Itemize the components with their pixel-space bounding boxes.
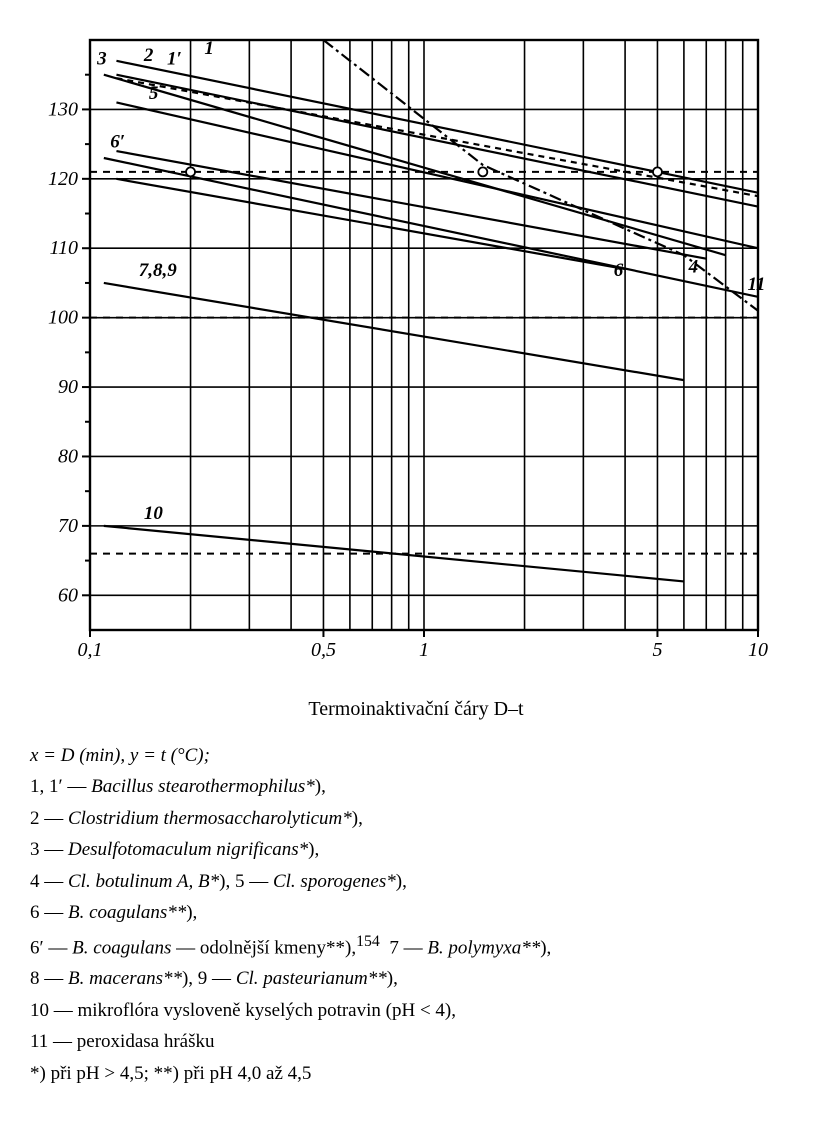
legend-line: 11 — peroxidasa hrášku (30, 1027, 802, 1056)
svg-text:90: 90 (58, 376, 78, 398)
legend-line: 6 — B. coagulans**), (30, 898, 802, 927)
legend-line: 2 — Clostridium thermosaccharolyticum*), (30, 804, 802, 833)
svg-text:7,8,9: 7,8,9 (139, 260, 178, 281)
legend-line: 1, 1′ — Bacillus stearothermophilus*), (30, 772, 802, 801)
legend-line: 6′ — B. coagulans — odolnější kmeny**),1… (30, 930, 802, 963)
legend-line: *) při pH > 4,5; **) při pH 4,0 až 4,5 (30, 1059, 802, 1088)
svg-text:3: 3 (96, 48, 107, 69)
legend-line: 4 — Cl. botulinum A, B*), 5 — Cl. sporog… (30, 867, 802, 896)
svg-text:120: 120 (48, 168, 78, 190)
legend-line: 10 — mikroflóra vysloveně kyselých potra… (30, 996, 802, 1025)
svg-text:100: 100 (48, 307, 78, 329)
legend-block: x = D (min), y = t (°C); 1, 1′ — Bacillu… (30, 741, 802, 1088)
svg-text:0,5: 0,5 (311, 639, 336, 661)
legend-line: 8 — B. macerans**), 9 — Cl. pasteurianum… (30, 964, 802, 993)
legend-lines: 1, 1′ — Bacillus stearothermophilus*), 2 … (30, 772, 802, 1088)
svg-text:6′: 6′ (110, 132, 125, 153)
svg-text:10: 10 (748, 639, 768, 661)
legend-line: 3 — Desulfotomaculum nigrificans*), (30, 835, 802, 864)
svg-text:2: 2 (143, 45, 154, 66)
svg-text:70: 70 (58, 515, 78, 537)
svg-text:1: 1 (204, 38, 214, 59)
svg-text:6: 6 (614, 260, 624, 281)
svg-text:60: 60 (58, 584, 78, 606)
chart-title: Termoinaktivační čáry D–t (30, 698, 802, 721)
svg-text:5: 5 (652, 639, 662, 661)
svg-text:130: 130 (48, 98, 78, 120)
svg-text:5: 5 (149, 83, 159, 104)
svg-text:1: 1 (419, 639, 429, 661)
figure: 60 70 80 90 100 110 120 130 0,1 0,5 1 5 10 1 1′ 2 3 4 5 6 6′… (30, 30, 802, 1088)
svg-text:110: 110 (49, 237, 78, 259)
svg-text:1′: 1′ (167, 48, 182, 69)
axis-definition: x = D (min), y = t (°C); (30, 741, 802, 770)
thermal-inactivation-chart: 60 70 80 90 100 110 120 130 0,1 0,5 1 5 10 1 1′ 2 3 4 5 6 6′… (30, 30, 770, 670)
svg-text:10: 10 (144, 503, 164, 524)
svg-text:80: 80 (58, 445, 78, 467)
svg-text:4: 4 (688, 257, 699, 278)
svg-text:0,1: 0,1 (78, 639, 103, 661)
svg-text:11: 11 (747, 274, 765, 295)
